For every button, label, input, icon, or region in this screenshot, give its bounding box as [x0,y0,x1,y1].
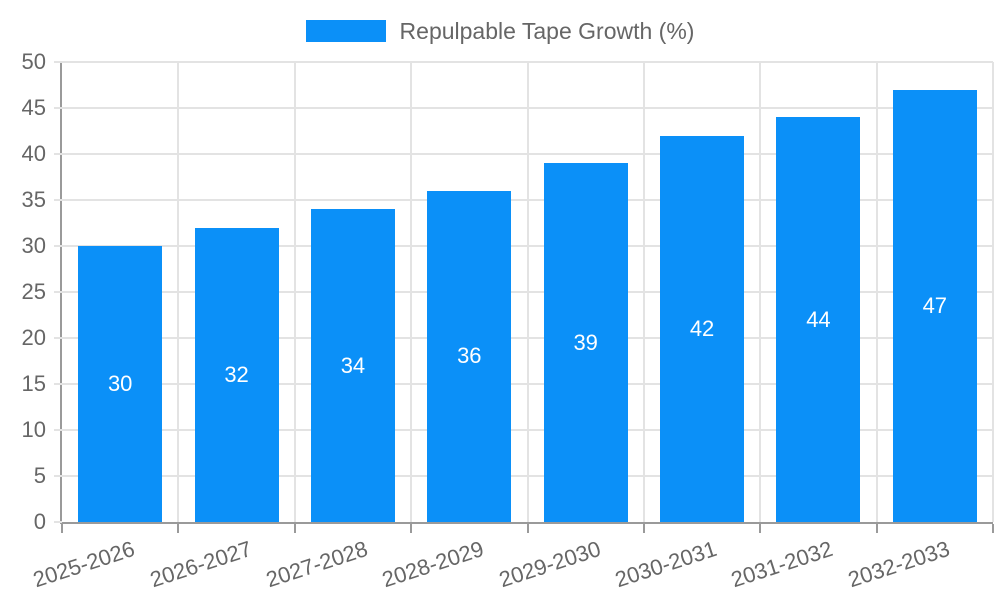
legend-label: Repulpable Tape Growth (%) [399,18,695,44]
v-gridline [177,62,180,522]
y-axis-tick [54,337,62,339]
y-axis-tick [54,521,62,523]
bar[interactable]: 42 [660,135,745,522]
v-gridline [293,62,296,522]
bar[interactable]: 30 [78,246,163,522]
v-gridline [992,62,994,522]
y-axis-tick [54,291,62,293]
y-axis-tick-label: 5 [33,463,46,488]
plot-area: 30 32 34 36 39 42 44 47 [60,61,994,524]
y-axis-tick [54,475,62,477]
bar-chart: Repulpable Tape Growth (%) 30 32 34 36 39 42 4… [0,18,1000,593]
x-axis-tick [759,524,762,533]
v-gridline [526,62,529,522]
y-axis-tick-label: 20 [21,325,46,350]
y-axis-tick [54,61,62,63]
bar[interactable]: 32 [194,227,279,522]
x-axis-tick [410,524,413,533]
y-axis-tick-label: 40 [21,141,46,166]
bar[interactable]: 47 [892,89,977,522]
y-axis-tick [54,107,62,109]
bar-value-label: 36 [457,343,482,369]
y-axis-tick-label: 10 [21,417,46,442]
y-axis-tick [54,153,62,155]
x-axis-tick [61,524,63,533]
bar[interactable]: 34 [310,209,395,522]
chart-legend[interactable]: Repulpable Tape Growth (%) [0,18,1000,44]
bar[interactable]: 39 [543,163,628,522]
v-gridline [410,62,413,522]
y-axis-tick [54,429,62,431]
y-axis-tick-label: 25 [21,279,46,304]
bar-value-label: 32 [224,361,249,387]
x-axis-tick [642,524,645,533]
y-axis-tick-label: 30 [21,233,46,258]
v-gridline [759,62,762,522]
x-axis-tick [293,524,296,533]
y-axis-tick [54,199,62,201]
v-gridline [875,62,878,522]
bar-value-label: 42 [689,315,715,341]
x-axis-tick [875,524,878,533]
bar-value-label: 34 [340,352,366,378]
y-axis-tick-label: 0 [33,509,46,534]
x-axis-tick [526,524,529,533]
bar[interactable]: 36 [427,190,512,522]
y-axis-tick-label: 50 [21,49,46,74]
bar[interactable]: 44 [776,117,861,522]
y-axis-tick-label: 45 [21,95,46,120]
bar-value-label: 39 [573,329,598,355]
y-axis-tick [54,245,62,247]
y-axis-tick-label: 35 [21,187,46,212]
x-axis-tick [177,524,180,533]
bar-value-label: 47 [922,292,948,318]
y-axis-tick [54,383,62,385]
v-gridline [642,62,645,522]
bar-value-label: 30 [107,371,133,396]
bar-value-label: 44 [806,306,831,332]
x-axis-tick [992,524,994,533]
y-axis-tick-label: 15 [21,371,46,396]
legend-swatch-icon [305,20,386,42]
